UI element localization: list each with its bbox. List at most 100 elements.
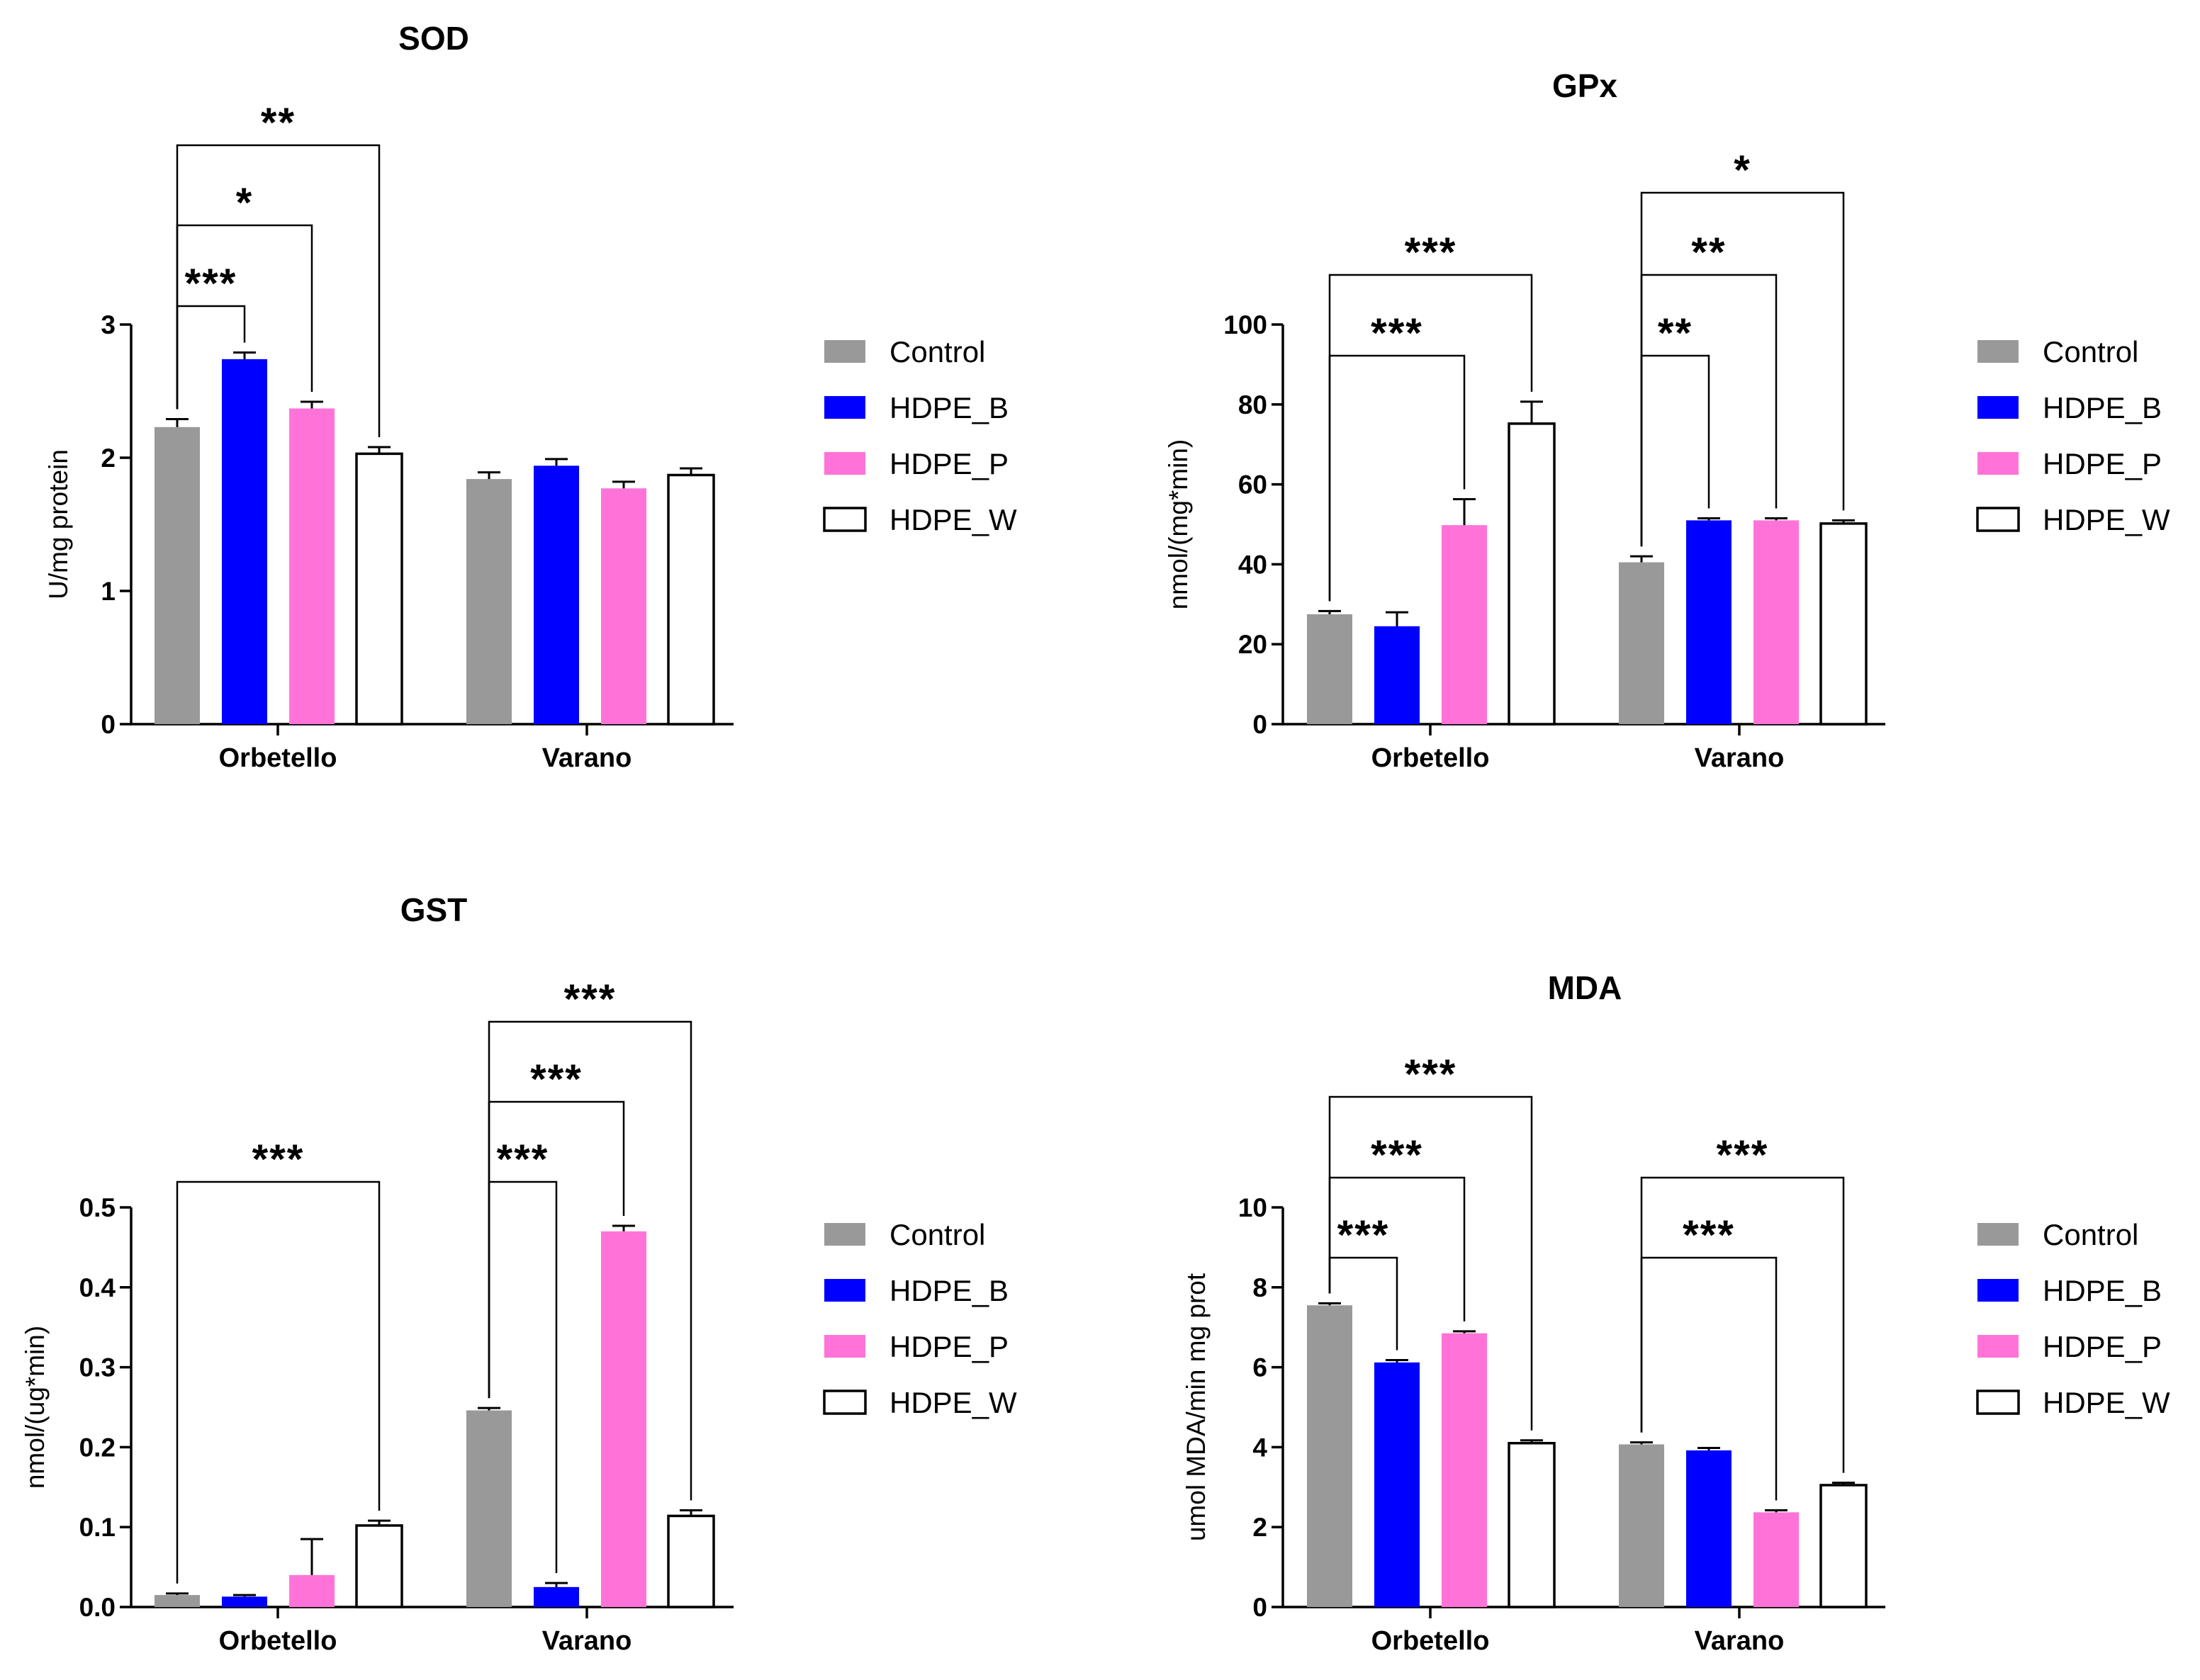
legend-swatch-control: [1977, 1223, 2019, 1246]
significance-label: ***: [1371, 1132, 1423, 1178]
bar-control-orbetello: [1307, 1305, 1352, 1607]
x-tick-label: Varano: [542, 1626, 632, 1656]
significance-bracket: [176, 305, 246, 410]
chart-panel-gpx: GPx nmol/(mg*min) 0 20 40 60 80 100 Orbetello Var…: [1164, 67, 2170, 773]
significance-bracket: [488, 1020, 692, 1501]
y-tick-label: 2: [101, 444, 116, 473]
chart-title: GPx: [1552, 67, 1617, 104]
legend-swatch-hdpe_p: [824, 1335, 865, 1358]
significance-label: ***: [1371, 310, 1423, 356]
significance-bracket: [1328, 1256, 1398, 1351]
y-tick-label: 0: [101, 710, 116, 739]
bar-hdpe_w-varano: [1819, 1484, 1868, 1608]
bar-hdpe_p-orbetello: [1442, 1333, 1487, 1607]
bar-hdpe_b-orbetello: [1374, 626, 1420, 724]
significance-label: *: [236, 180, 254, 226]
significance-label: ***: [1717, 1132, 1769, 1178]
legend-label-hdpe_b: HDPE_B: [889, 391, 1009, 424]
legend-swatch-hdpe_b: [1977, 1279, 2019, 1302]
legend-label-hdpe_w: HDPE_W: [889, 503, 1017, 536]
bar-hdpe_p-varano: [1753, 1512, 1799, 1607]
significance-label: ***: [185, 261, 237, 307]
y-tick-label: 0.3: [79, 1353, 116, 1382]
y-axis-label: U/mg protein: [44, 449, 73, 599]
significance-bracket: [1640, 1256, 1778, 1501]
significance-bracket: [1328, 274, 1533, 602]
significance-label: ***: [1405, 230, 1457, 276]
legend-swatch-hdpe_b: [824, 396, 865, 419]
legend-label-hdpe_w: HDPE_W: [2043, 1386, 2170, 1419]
legend-label-hdpe_b: HDPE_B: [2043, 391, 2162, 424]
bar-control-varano: [1619, 1444, 1664, 1607]
significance-bracket: [488, 1180, 558, 1574]
bar-hdpe_b-varano: [1686, 1450, 1732, 1607]
bar-hdpe_w-varano: [667, 473, 715, 726]
legend-swatch-control: [824, 340, 865, 363]
legend-label-hdpe_b: HDPE_B: [2043, 1274, 2162, 1307]
significance-label: *: [1734, 147, 1751, 193]
y-tick-label: 0.0: [79, 1593, 116, 1622]
bar-hdpe_b-orbetello: [1374, 1362, 1420, 1607]
legend-swatch-hdpe_w: [1976, 507, 2020, 532]
bar-hdpe_b-orbetello: [222, 359, 267, 724]
chart-title: SOD: [398, 20, 469, 57]
chart-title: GST: [400, 891, 468, 928]
legend-swatch-hdpe_w: [1976, 1389, 2020, 1415]
y-tick-label: 20: [1238, 630, 1267, 659]
legend-label-hdpe_p: HDPE_P: [2043, 1330, 2162, 1363]
legend-label-hdpe_w: HDPE_W: [2043, 503, 2170, 536]
legend-swatch-hdpe_p: [1977, 452, 2019, 475]
legend-label-hdpe_p: HDPE_P: [2043, 447, 2162, 480]
legend-swatch-control: [1977, 340, 2019, 363]
y-tick-label: 0.5: [79, 1193, 116, 1222]
y-tick-label: 80: [1238, 390, 1267, 419]
bar-hdpe_b-varano: [534, 466, 579, 724]
bar-hdpe_w-orbetello: [355, 1524, 403, 1608]
legend-swatch-hdpe_b: [1977, 396, 2019, 419]
x-tick-label: Orbetello: [1371, 1626, 1490, 1656]
significance-label: ***: [530, 1056, 583, 1103]
bar-control-varano: [1619, 562, 1664, 724]
bar-hdpe_w-orbetello: [1508, 1442, 1556, 1608]
y-tick-label: 10: [1238, 1193, 1267, 1222]
legend-swatch-hdpe_w: [823, 1389, 867, 1415]
significance-label: ***: [1337, 1212, 1390, 1258]
bar-hdpe_p-varano: [601, 1231, 646, 1607]
significance-bracket: [1328, 354, 1466, 602]
y-tick-label: 0.2: [79, 1433, 116, 1462]
legend-label-hdpe_p: HDPE_P: [889, 447, 1009, 480]
y-tick-label: 2: [1252, 1513, 1267, 1542]
x-tick-label: Varano: [1695, 1626, 1785, 1656]
bar-hdpe_b-varano: [534, 1586, 579, 1607]
bar-hdpe_p-varano: [1753, 520, 1799, 724]
significance-bracket: [1640, 354, 1710, 547]
bar-hdpe_w-varano: [1819, 522, 1868, 726]
y-axis-label: umol MDA/min mg prot: [1182, 1273, 1211, 1541]
bar-control-orbetello: [155, 427, 200, 724]
significance-bracket: [1640, 1176, 1845, 1473]
bar-hdpe_w-orbetello: [1508, 422, 1556, 726]
significance-label: ***: [1683, 1212, 1735, 1258]
bar-control-varano: [466, 1410, 512, 1607]
chart-panel-gst: GST nmol/(ug*min) 0.0 0.1 0.2 0.3 0.4 0.5 Orbete…: [21, 891, 1017, 1656]
bar-control-varano: [466, 479, 512, 724]
significance-bracket: [176, 1180, 381, 1584]
bar-hdpe_p-varano: [601, 488, 646, 724]
chart-title: MDA: [1548, 969, 1622, 1006]
bar-hdpe_p-orbetello: [289, 408, 335, 724]
y-tick-label: 0.1: [79, 1513, 116, 1542]
significance-label: **: [1658, 310, 1693, 356]
y-tick-label: 8: [1252, 1273, 1267, 1302]
legend-swatch-hdpe_w: [823, 507, 867, 532]
y-axis-label: nmol/(ug*min): [21, 1326, 50, 1489]
y-tick-label: 0: [1252, 1593, 1267, 1622]
chart-panel-mda: MDA umol MDA/min mg prot 0 2 4 6 8 10 Orbetello V…: [1182, 969, 2170, 1656]
bar-hdpe_p-orbetello: [1442, 525, 1487, 724]
significance-label: ***: [1405, 1052, 1457, 1098]
legend-swatch-hdpe_p: [824, 452, 865, 475]
bar-hdpe_b-orbetello: [222, 1596, 267, 1607]
significance-bracket: [1328, 1176, 1466, 1321]
y-tick-label: 4: [1252, 1433, 1267, 1462]
significance-label: **: [1691, 230, 1726, 276]
